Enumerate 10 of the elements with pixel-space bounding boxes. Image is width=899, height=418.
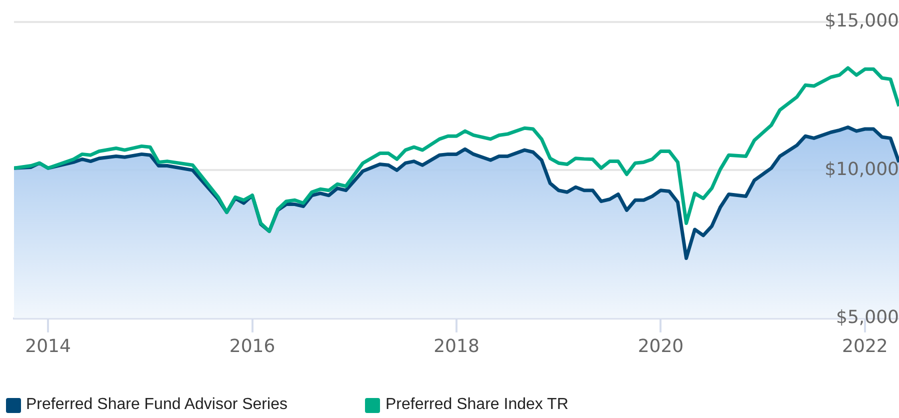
legend-label: Preferred Share Index TR: [385, 396, 568, 414]
x-tick-label: 2018: [434, 336, 480, 357]
y-tick-label: $15,000: [824, 10, 899, 32]
x-tick-label: 2016: [229, 336, 276, 357]
y-tick-label: $5,000: [836, 307, 899, 328]
y-tick-label: $10,000: [824, 158, 899, 180]
x-tick-label: 2020: [638, 336, 684, 357]
x-tick-label: 2022: [842, 336, 888, 357]
legend-label: Preferred Share Fund Advisor Series: [26, 396, 288, 414]
x-tick-label: 2014: [25, 336, 71, 357]
